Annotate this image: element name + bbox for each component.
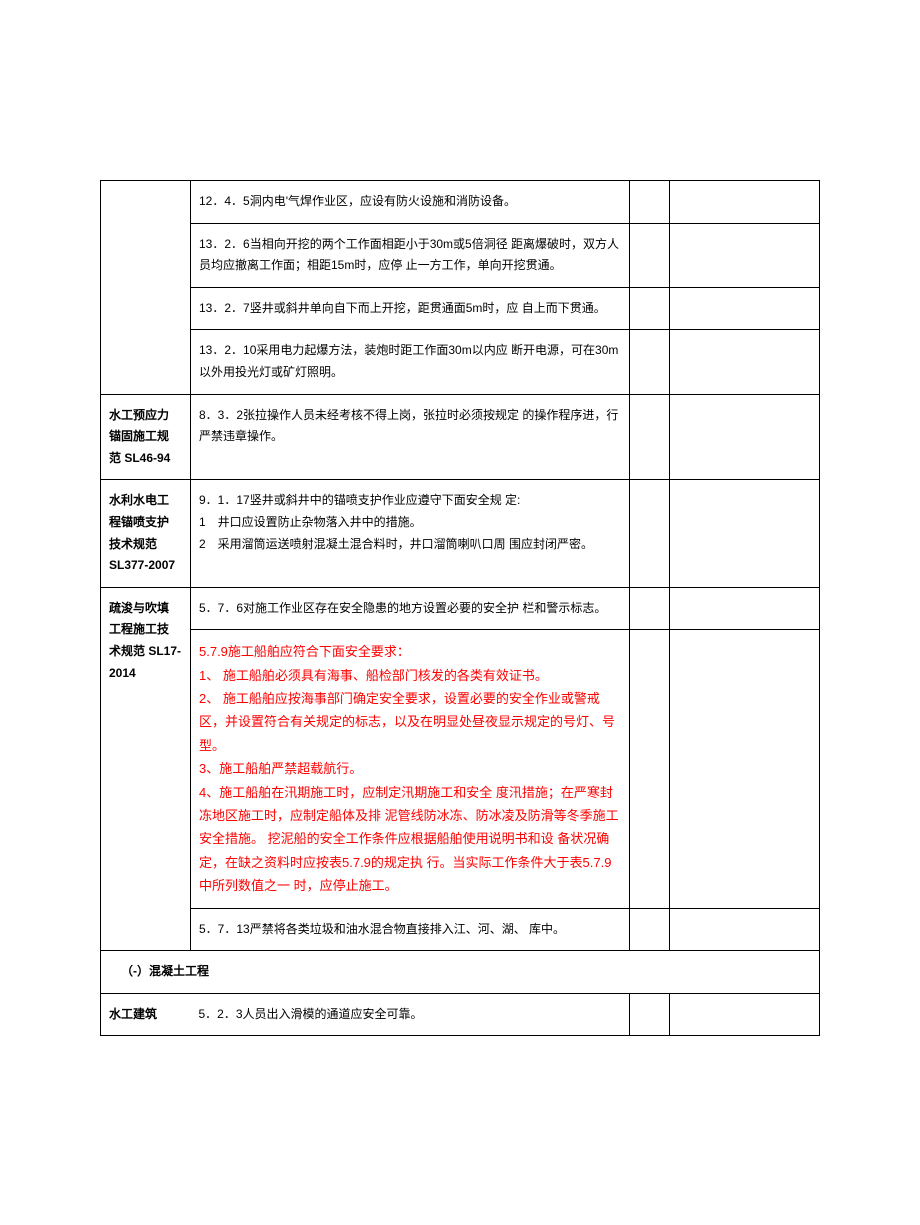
cell-blank	[670, 630, 820, 908]
standards-table: 12．4．5洞内电'气焊作业区，应设有防火设施和消防设备。 13．2．6当相向开…	[100, 180, 820, 1036]
cell-content: 12．4．5洞内电'气焊作业区，应设有防火设施和消防设备。	[191, 181, 630, 224]
cell-standard-name: 水工预应力 锚固施工规 范 SL46-94	[101, 394, 191, 480]
cell-content: 5．7．6对施工作业区存在安全隐患的地方设置必要的安全护 栏和警示标志。	[191, 587, 630, 630]
table-row: 5.7.9施工船舶应符合下面安全要求： 1、 施工船舶必须具有海事、船检部门核发…	[101, 630, 820, 908]
table-row: 13．2．7竖井或斜井单向自下而上开挖，距贯通面5m时，应 自上而下贯通。	[101, 287, 820, 330]
cell-blank	[630, 287, 670, 330]
table-row: 疏浚与吹填 工程施工技 术规范 SL17-2014 5．7．6对施工作业区存在安…	[101, 587, 820, 630]
table-row: 水工建筑 5．2．3人员出入滑模的通道应安全可靠。	[101, 993, 820, 1036]
cell-blank	[630, 394, 670, 480]
cell-blank	[630, 908, 670, 951]
cell-content: 5．2．3人员出入滑模的通道应安全可靠。	[191, 993, 630, 1036]
cell-blank	[630, 181, 670, 224]
section-header-cell: （-）混凝土工程	[101, 951, 820, 994]
cell-blank	[630, 630, 670, 908]
cell-blank	[630, 480, 670, 587]
cell-blank	[670, 181, 820, 224]
cell-blank	[670, 287, 820, 330]
cell-standard-name: 水工建筑	[101, 993, 191, 1036]
last-row-label: 水工建筑	[109, 1007, 157, 1021]
table-row: 水工预应力 锚固施工规 范 SL46-94 8．3．2张拉操作人员未经考核不得上…	[101, 394, 820, 480]
cell-content: 13．2．7竖井或斜井单向自下而上开挖，距贯通面5m时，应 自上而下贯通。	[191, 287, 630, 330]
cell-content: 13．2．6当相向开挖的两个工作面相距小于30m或5倍洞径 距离爆破时，双方人员…	[191, 223, 630, 287]
cell-blank	[630, 330, 670, 394]
cell-blank	[670, 587, 820, 630]
cell-blank	[670, 993, 820, 1036]
cell-blank	[630, 993, 670, 1036]
table-row: 12．4．5洞内电'气焊作业区，应设有防火设施和消防设备。	[101, 181, 820, 224]
cell-blank	[670, 223, 820, 287]
cell-standard-name: 水利水电工 程锚喷支护 技术规范 SL377-2007	[101, 480, 191, 587]
cell-standard-name	[101, 181, 191, 395]
cell-content-red: 5.7.9施工船舶应符合下面安全要求： 1、 施工船舶必须具有海事、船检部门核发…	[191, 630, 630, 908]
cell-content: 8．3．2张拉操作人员未经考核不得上岗，张拉时必须按规定 的操作程序进，行严禁违…	[191, 394, 630, 480]
table-row: 水利水电工 程锚喷支护 技术规范 SL377-2007 9．1．17竖井或斜井中…	[101, 480, 820, 587]
table-row: 13．2．10采用电力起爆方法，装炮时距工作面30m以内应 断开电源，可在30m…	[101, 330, 820, 394]
cell-content: 13．2．10采用电力起爆方法，装炮时距工作面30m以内应 断开电源，可在30m…	[191, 330, 630, 394]
cell-blank	[670, 394, 820, 480]
section-header-row: （-）混凝土工程	[101, 951, 820, 994]
cell-blank	[630, 587, 670, 630]
cell-blank	[670, 908, 820, 951]
cell-content: 5．7．13严禁将各类垃圾和油水混合物直接排入江、河、湖、 库中。	[191, 908, 630, 951]
cell-blank	[630, 223, 670, 287]
cell-content: 9．1．17竖井或斜井中的锚喷支护作业应遵守下面安全规 定: 1 井口应设置防止…	[191, 480, 630, 587]
table-row: 5．7．13严禁将各类垃圾和油水混合物直接排入江、河、湖、 库中。	[101, 908, 820, 951]
cell-standard-name: 疏浚与吹填 工程施工技 术规范 SL17-2014	[101, 587, 191, 950]
cell-blank	[670, 330, 820, 394]
cell-blank	[670, 480, 820, 587]
table-row: 13．2．6当相向开挖的两个工作面相距小于30m或5倍洞径 距离爆破时，双方人员…	[101, 223, 820, 287]
